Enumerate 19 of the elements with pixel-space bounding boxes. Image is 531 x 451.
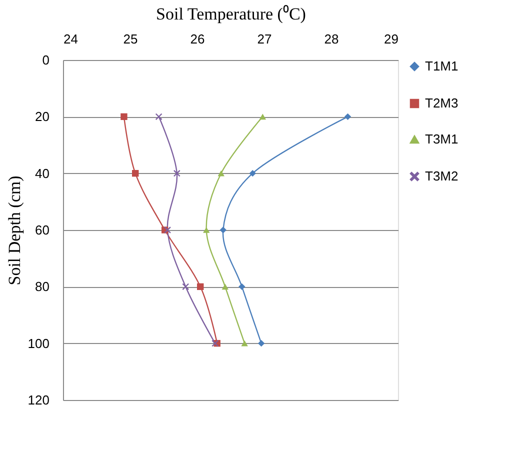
legend-label: T2M3 (425, 96, 458, 110)
x-tick-label: 28 (324, 32, 339, 46)
y-tick-label: 100 (28, 336, 50, 351)
x-tick-label: 27 (257, 32, 272, 46)
x-tick-label: 25 (123, 32, 138, 46)
legend-label: T3M1 (425, 132, 458, 146)
y-tick-label: 80 (35, 279, 50, 294)
y-tick-label: 60 (35, 222, 50, 238)
y-tick-label: 40 (35, 166, 50, 181)
legend-label: T3M2 (425, 168, 458, 184)
y-tick-label: 20 (35, 109, 50, 124)
y-tick-label: 120 (28, 392, 50, 408)
x-tick-label: 29 (384, 32, 398, 46)
x-axis-title: Soil Temperature (⁰C) (156, 4, 306, 24)
legend-label: T1M1 (425, 58, 458, 74)
x-tick-label: 26 (190, 32, 205, 46)
x-tick-label: 24 (64, 32, 78, 46)
y-tick-label: 0 (42, 52, 50, 68)
y-axis-title: Soil Depth (cm) (4, 176, 24, 286)
